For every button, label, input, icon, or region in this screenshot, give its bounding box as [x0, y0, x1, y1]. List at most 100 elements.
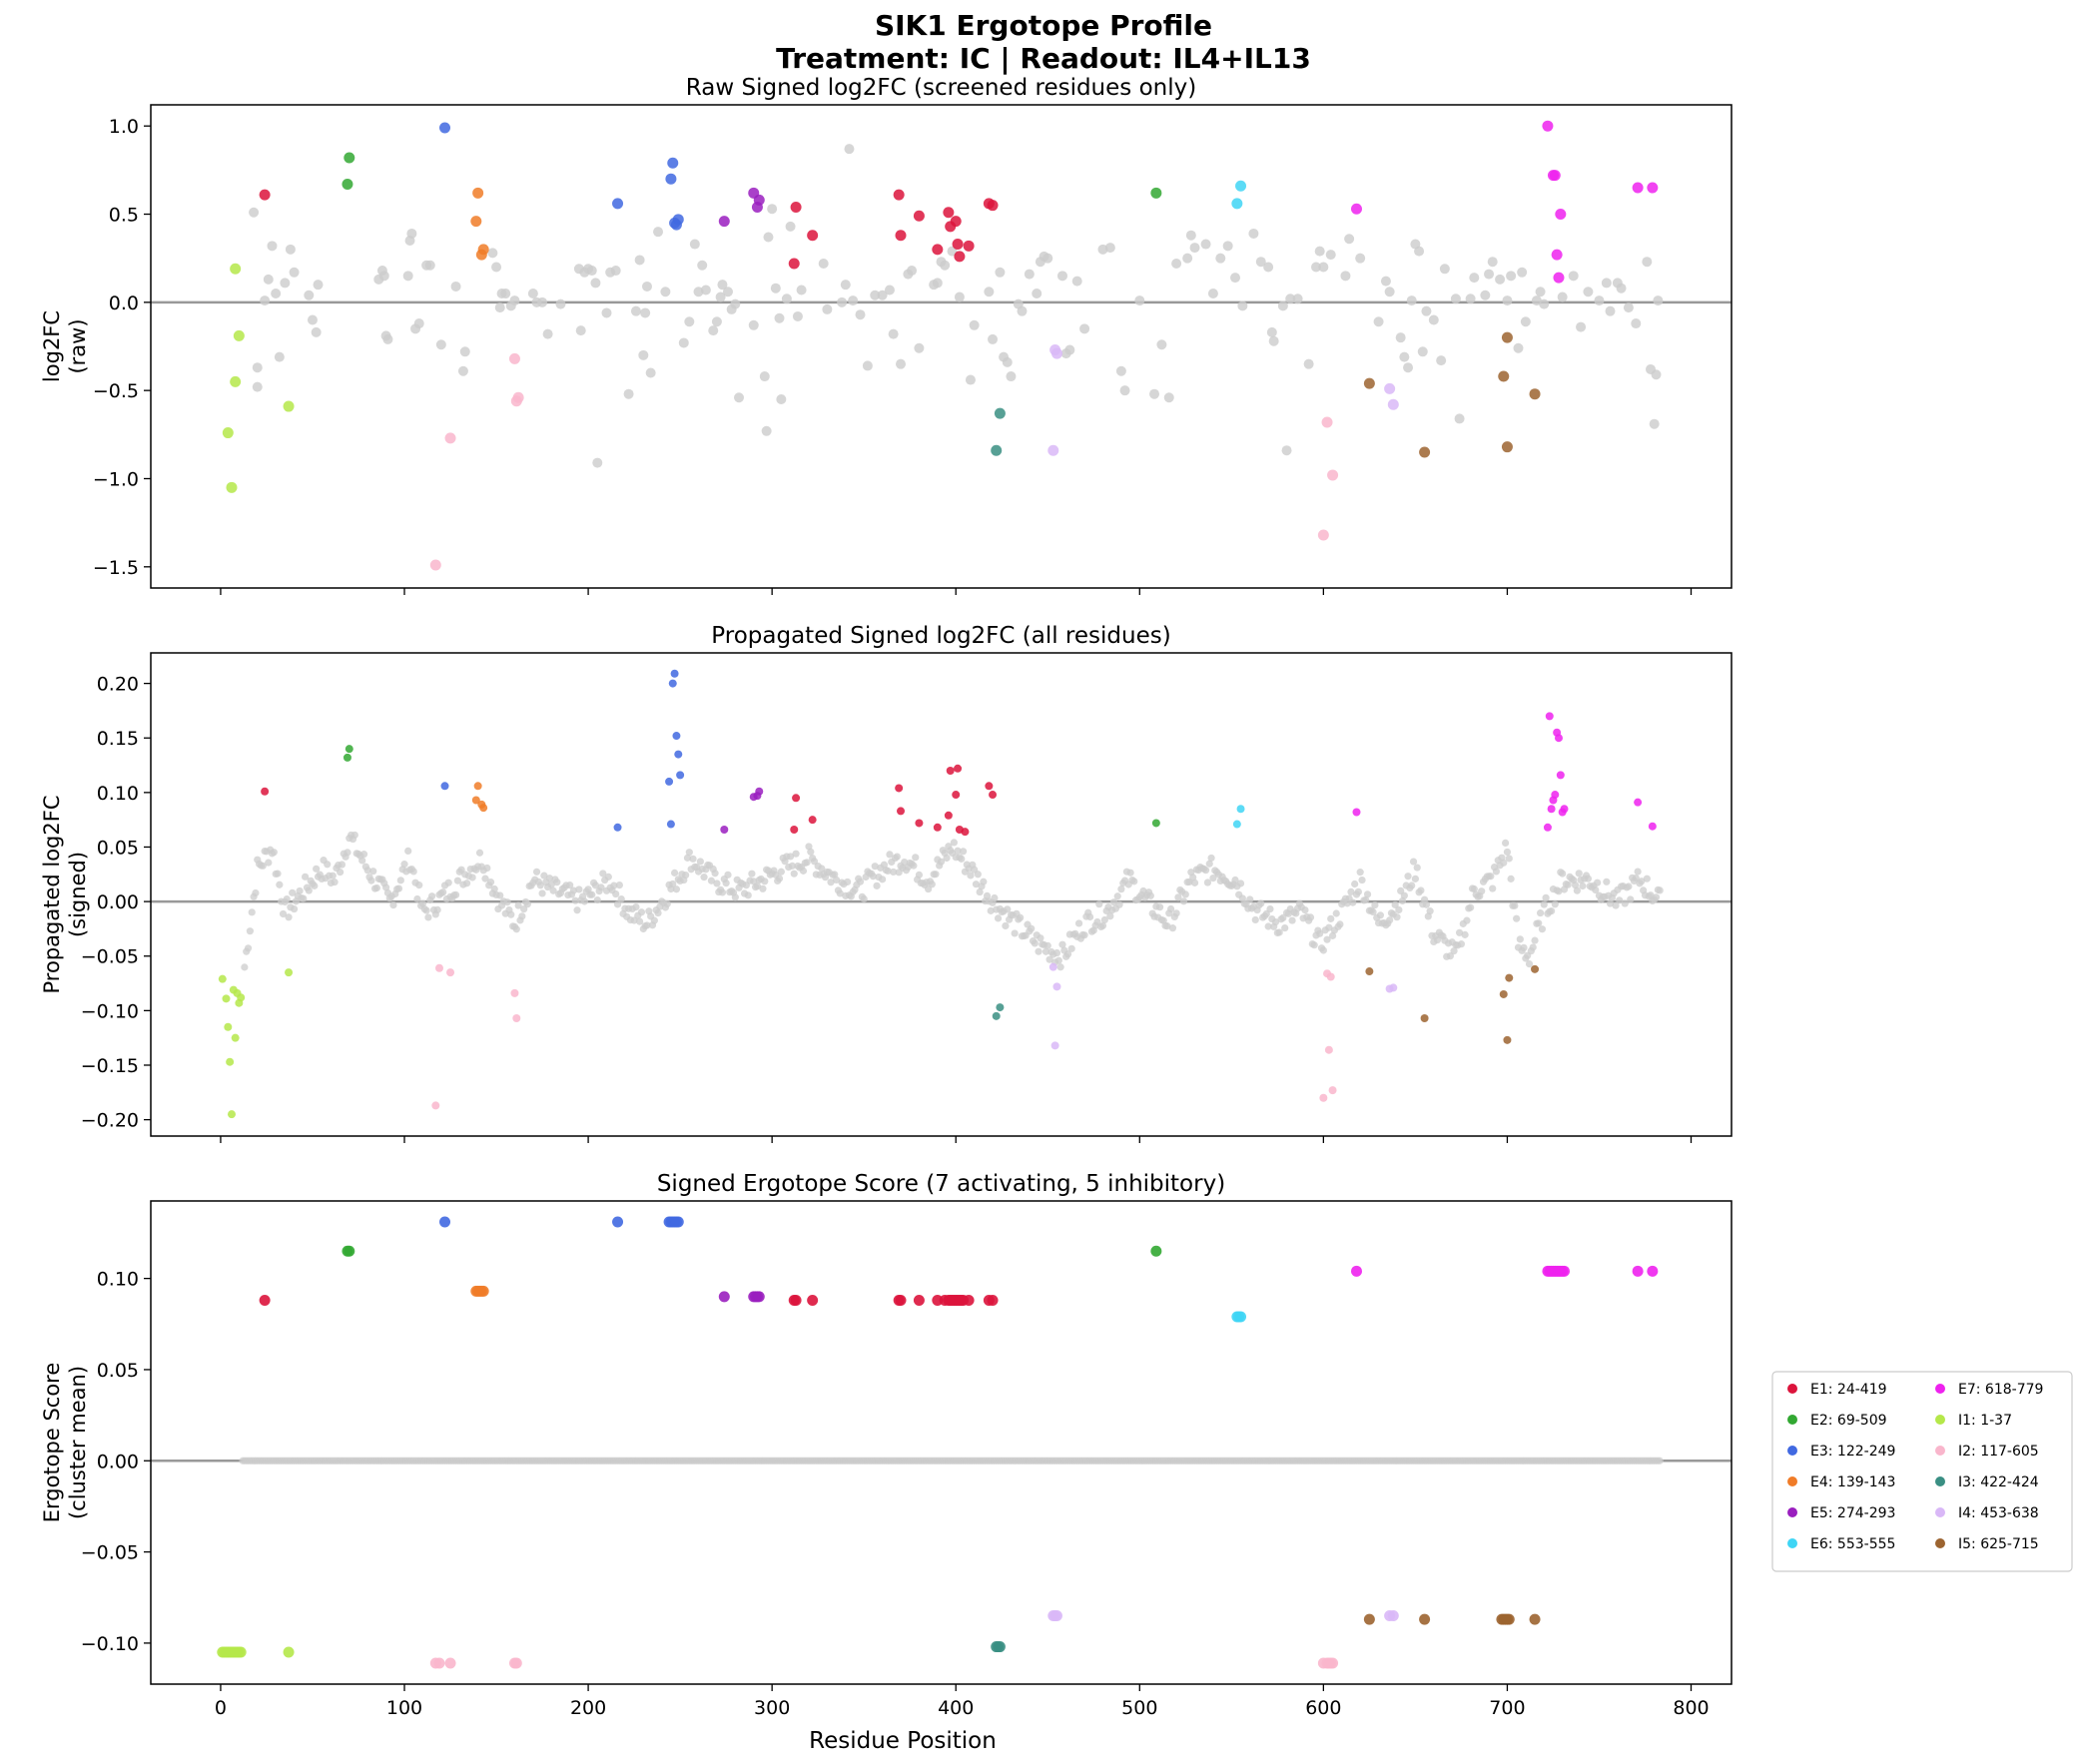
- background-point: [788, 862, 797, 870]
- background-point: [1209, 874, 1217, 882]
- background-point: [444, 879, 452, 886]
- background-point: [252, 362, 263, 373]
- cluster-point-E2: [342, 178, 353, 190]
- background-point: [1568, 271, 1579, 282]
- y-tick-label: 0.10: [97, 1269, 139, 1291]
- background-point: [1507, 875, 1515, 882]
- background-point: [285, 244, 296, 255]
- cluster-point-E7: [1553, 272, 1565, 284]
- background-point: [1621, 899, 1629, 907]
- background-point: [884, 285, 895, 295]
- background-point: [1285, 294, 1296, 304]
- background-point: [418, 899, 427, 907]
- cluster-point-I5: [1503, 1035, 1512, 1044]
- background-point: [372, 883, 381, 892]
- background-point: [280, 278, 291, 289]
- background-point: [869, 873, 877, 881]
- background-point: [1006, 371, 1017, 382]
- background-point: [697, 260, 708, 271]
- background-point: [1318, 262, 1329, 273]
- background-point: [715, 292, 726, 302]
- background-point: [413, 318, 424, 329]
- cluster-point-E1: [989, 791, 998, 800]
- background-point: [1104, 243, 1115, 254]
- background-point: [1492, 868, 1500, 876]
- y-tick-label: −0.05: [81, 946, 139, 968]
- background-point: [1426, 907, 1434, 915]
- background-point: [1386, 916, 1394, 924]
- background-point: [537, 296, 548, 307]
- cluster-point-I1: [283, 1646, 295, 1658]
- cluster-point-E1: [963, 240, 975, 252]
- background-point: [527, 289, 538, 299]
- background-point: [1487, 257, 1498, 268]
- background-point: [950, 839, 958, 847]
- background-point: [289, 267, 300, 278]
- background-point: [483, 864, 491, 873]
- cluster-point-E1: [932, 244, 944, 256]
- background-point: [1171, 258, 1182, 269]
- background-point: [967, 872, 975, 880]
- cluster-point-E6: [1232, 820, 1241, 829]
- legend-label-E5: E5: 274-293: [1810, 1505, 1895, 1521]
- background-point: [586, 266, 597, 277]
- background-point: [252, 381, 263, 392]
- background-point: [730, 298, 741, 309]
- background-point: [457, 365, 468, 376]
- background-point: [1098, 921, 1107, 929]
- background-point: [545, 875, 554, 882]
- cluster-point-E3: [440, 782, 449, 791]
- cluster-point-E1: [259, 189, 271, 201]
- background-point: [685, 849, 693, 857]
- background-point: [792, 310, 803, 321]
- background-point: [1391, 900, 1399, 908]
- background-point: [1085, 912, 1094, 921]
- background-point: [672, 885, 681, 893]
- cluster-point-E1: [790, 1295, 802, 1307]
- background-point: [1487, 873, 1495, 881]
- background-point: [969, 319, 980, 330]
- background-point: [267, 241, 278, 252]
- background-point: [1236, 880, 1245, 887]
- cluster-point-I4: [1387, 1610, 1399, 1622]
- background-point: [302, 873, 310, 881]
- background-point: [1506, 271, 1517, 282]
- background-point: [689, 239, 700, 250]
- background-point: [1354, 887, 1362, 895]
- y-axis-label: Propagated log2FC(signed): [40, 796, 90, 994]
- legend-label-I5: I5: 625-715: [1958, 1536, 2039, 1552]
- y-tick-label: −0.10: [81, 1633, 139, 1655]
- background-point: [774, 312, 785, 323]
- cluster-point-I1: [222, 994, 231, 1003]
- cluster-point-E3: [665, 173, 677, 185]
- background-point: [610, 882, 618, 889]
- background-point: [1579, 882, 1587, 890]
- background-point: [613, 900, 622, 908]
- cluster-point-E1: [893, 189, 905, 201]
- background-point: [1575, 870, 1583, 878]
- cluster-point-I2: [508, 352, 520, 364]
- background-point: [1100, 915, 1108, 924]
- background-point: [711, 316, 722, 327]
- background-point: [612, 889, 620, 898]
- background-point: [486, 878, 495, 886]
- background-point: [415, 882, 423, 889]
- background-point: [1642, 257, 1653, 268]
- cluster-point-E1: [895, 1295, 907, 1307]
- background-point: [1594, 879, 1602, 886]
- background-point: [1109, 898, 1118, 906]
- background-point: [1406, 295, 1417, 306]
- background-point: [1455, 928, 1464, 936]
- background-point: [367, 877, 375, 884]
- background-point: [1480, 290, 1491, 300]
- background-point: [1306, 913, 1315, 921]
- cluster-point-E4: [470, 216, 482, 228]
- cluster-point-E3: [670, 669, 679, 678]
- background-point: [753, 882, 762, 890]
- y-tick-label: 0.00: [97, 891, 139, 913]
- cluster-point-E7: [1350, 203, 1362, 215]
- background-point: [1605, 305, 1616, 316]
- cluster-point-I5: [1499, 989, 1508, 998]
- cluster-point-I4: [1050, 347, 1062, 359]
